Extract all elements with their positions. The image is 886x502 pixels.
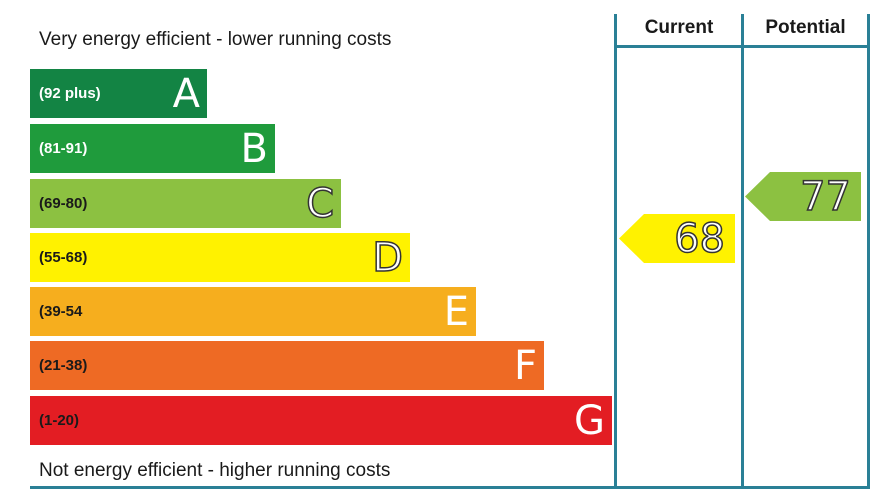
potential-column-header: Potential [765, 17, 846, 38]
band-a-range: (92 plus) [39, 85, 101, 102]
potential-arrow-fill [745, 172, 861, 221]
band-c-letter: C [305, 180, 334, 228]
header-underline [614, 45, 870, 48]
column-divider-middle [741, 14, 744, 488]
band-b: (81-91) B [30, 124, 275, 173]
current-rating-arrow: 68 [619, 214, 735, 263]
band-d: (55-68) D [30, 233, 410, 282]
current-column-header: Current [644, 17, 714, 38]
current-arrow-fill [619, 214, 735, 263]
chart-baseline [30, 486, 870, 489]
potential-rating-value: 77 [799, 173, 851, 221]
band-e-letter: E [443, 289, 469, 335]
current-arrow-shape [619, 214, 735, 263]
band-f: (21-38) F [30, 341, 544, 390]
band-f-letter: F [513, 343, 537, 389]
potential-rating-arrow: 77 [745, 172, 861, 221]
band-g: (1-20) G [30, 396, 612, 445]
band-d-letter: D [371, 234, 403, 282]
band-f-range: (21-38) [39, 357, 88, 374]
band-c-range: (69-80) [39, 195, 88, 212]
column-divider-right [867, 14, 870, 488]
band-e-range: (39-54 [39, 303, 83, 320]
band-g-letter: G [574, 398, 605, 444]
band-a-letter: A [172, 71, 200, 117]
band-b-range: (81-91) [39, 140, 88, 157]
top-caption: Very energy efficient - lower running co… [39, 29, 392, 50]
current-rating-value: 68 [673, 215, 725, 263]
band-a: (92 plus) A [30, 69, 207, 118]
band-c: (69-80) C [30, 179, 341, 228]
potential-arrow-shape [745, 172, 861, 221]
band-b-letter: B [240, 126, 268, 172]
band-e: (39-54 E [30, 287, 476, 336]
band-g-range: (1-20) [39, 412, 80, 429]
column-divider-left [614, 14, 617, 488]
band-d-range: (55-68) [39, 249, 88, 266]
bottom-caption: Not energy efficient - higher running co… [39, 460, 391, 481]
